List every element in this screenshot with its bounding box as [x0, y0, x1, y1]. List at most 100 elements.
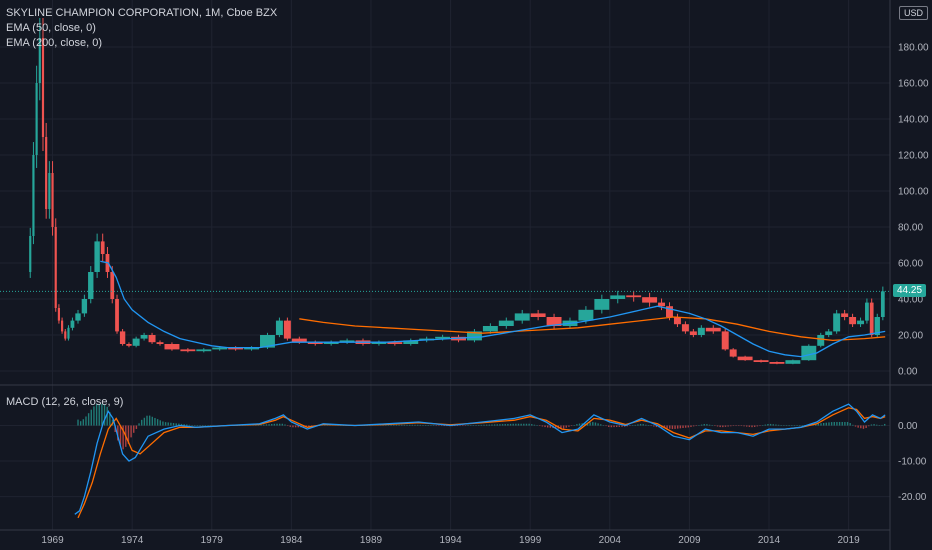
macd-histogram-bar — [188, 424, 191, 426]
candle-body[interactable] — [140, 335, 148, 339]
candle-body[interactable] — [825, 331, 833, 335]
candle-body[interactable] — [681, 324, 689, 332]
macd-pane[interactable] — [74, 403, 886, 519]
candle-body[interactable] — [869, 302, 874, 335]
macd-histogram-bar — [626, 425, 628, 427]
candle-body[interactable] — [283, 320, 291, 339]
candle-body[interactable] — [35, 83, 38, 155]
candle-body[interactable] — [132, 338, 140, 346]
candle-body[interactable] — [697, 327, 705, 335]
candle-body[interactable] — [67, 327, 70, 339]
candle-body[interactable] — [874, 317, 880, 335]
candle-body[interactable] — [48, 173, 51, 209]
candle-body[interactable] — [29, 236, 32, 272]
candle-body[interactable] — [737, 356, 753, 361]
price-pane[interactable] — [0, 18, 890, 365]
candle-body[interactable] — [148, 335, 156, 343]
candle-body[interactable] — [339, 340, 355, 343]
candle-body[interactable] — [594, 299, 610, 310]
candle-body[interactable] — [75, 313, 81, 321]
candle-body[interactable] — [865, 302, 869, 321]
candle-body[interactable] — [689, 331, 697, 335]
candle-body[interactable] — [45, 137, 48, 209]
candle-body[interactable] — [371, 342, 387, 344]
candle-body[interactable] — [530, 313, 546, 317]
currency-badge[interactable]: USD — [899, 6, 929, 20]
macd-histogram-bar — [475, 425, 477, 426]
candle-body[interactable] — [658, 302, 666, 307]
candle-body[interactable] — [833, 313, 841, 332]
candle-body[interactable] — [801, 345, 817, 361]
candle-body[interactable] — [466, 331, 482, 341]
candle-body[interactable] — [115, 299, 119, 332]
candle-body[interactable] — [729, 349, 737, 357]
candle-body[interactable] — [291, 338, 307, 343]
candle-body[interactable] — [41, 38, 45, 137]
candle-body[interactable] — [546, 317, 562, 326]
macd-histogram-bar — [406, 424, 408, 426]
macd-histogram-bar — [642, 424, 644, 426]
candle-body[interactable] — [857, 320, 865, 325]
candle-body[interactable] — [387, 342, 403, 344]
candle-body[interactable] — [817, 335, 825, 346]
candle-body[interactable] — [769, 362, 785, 364]
candle-body[interactable] — [57, 308, 61, 321]
candle-body[interactable] — [156, 342, 164, 344]
macd-histogram-bar — [775, 424, 777, 426]
candle-body[interactable] — [164, 344, 180, 350]
candle-body[interactable] — [307, 342, 323, 344]
macd-histogram-bar — [562, 425, 565, 429]
macd-histogram-bar — [93, 406, 95, 426]
candle-body[interactable] — [54, 227, 57, 308]
candle-body[interactable] — [626, 295, 642, 298]
candle-body[interactable] — [94, 241, 100, 272]
macd-histogram-bar — [738, 425, 740, 427]
candle-body[interactable] — [880, 291, 885, 317]
macd-histogram-bar — [467, 425, 469, 426]
candle-body[interactable] — [196, 349, 212, 352]
candle-body[interactable] — [100, 241, 105, 254]
macd-histogram-bar — [265, 424, 268, 426]
candle-body[interactable] — [81, 299, 88, 314]
candle-body[interactable] — [841, 313, 849, 317]
candle-body[interactable] — [666, 306, 673, 317]
candle-body[interactable] — [119, 331, 126, 344]
macd-histogram-bar — [565, 425, 567, 428]
candle-body[interactable] — [32, 155, 35, 236]
candle-body[interactable] — [61, 320, 64, 332]
candle-body[interactable] — [38, 38, 41, 83]
candle-body[interactable] — [403, 340, 419, 344]
candle-body[interactable] — [642, 297, 658, 303]
candle-body[interactable] — [849, 317, 857, 325]
x-tick-label: 1969 — [41, 535, 64, 546]
candle-body[interactable] — [498, 320, 514, 326]
candle-body[interactable] — [260, 335, 275, 348]
candle-body[interactable] — [180, 349, 196, 352]
candle-body[interactable] — [482, 326, 498, 332]
macd-histogram-bar — [430, 425, 432, 426]
candle-body[interactable] — [610, 295, 626, 299]
macd-histogram-bar — [653, 425, 655, 427]
candle-body[interactable] — [64, 331, 67, 339]
candle-body[interactable] — [673, 317, 681, 325]
price-tick-label: 100.00 — [898, 187, 929, 198]
candle-body[interactable] — [721, 331, 729, 350]
candle-body[interactable] — [785, 360, 801, 364]
candle-body[interactable] — [578, 309, 594, 321]
candle-body[interactable] — [275, 320, 283, 335]
price-tick-label: 80.00 — [898, 223, 923, 234]
candle-body[interactable] — [705, 327, 721, 332]
candle-body[interactable] — [228, 347, 244, 350]
candle-body[interactable] — [753, 360, 769, 362]
candle-body[interactable] — [244, 347, 260, 350]
candle-body[interactable] — [51, 173, 54, 227]
candle-body[interactable] — [323, 342, 339, 344]
candle-body[interactable] — [70, 320, 75, 328]
candle-body[interactable] — [514, 313, 530, 321]
candle-body[interactable] — [126, 344, 132, 346]
candle-body[interactable] — [212, 347, 228, 350]
candle-body[interactable] — [435, 336, 451, 339]
candle-body[interactable] — [88, 272, 94, 299]
candle-body[interactable] — [110, 272, 115, 299]
